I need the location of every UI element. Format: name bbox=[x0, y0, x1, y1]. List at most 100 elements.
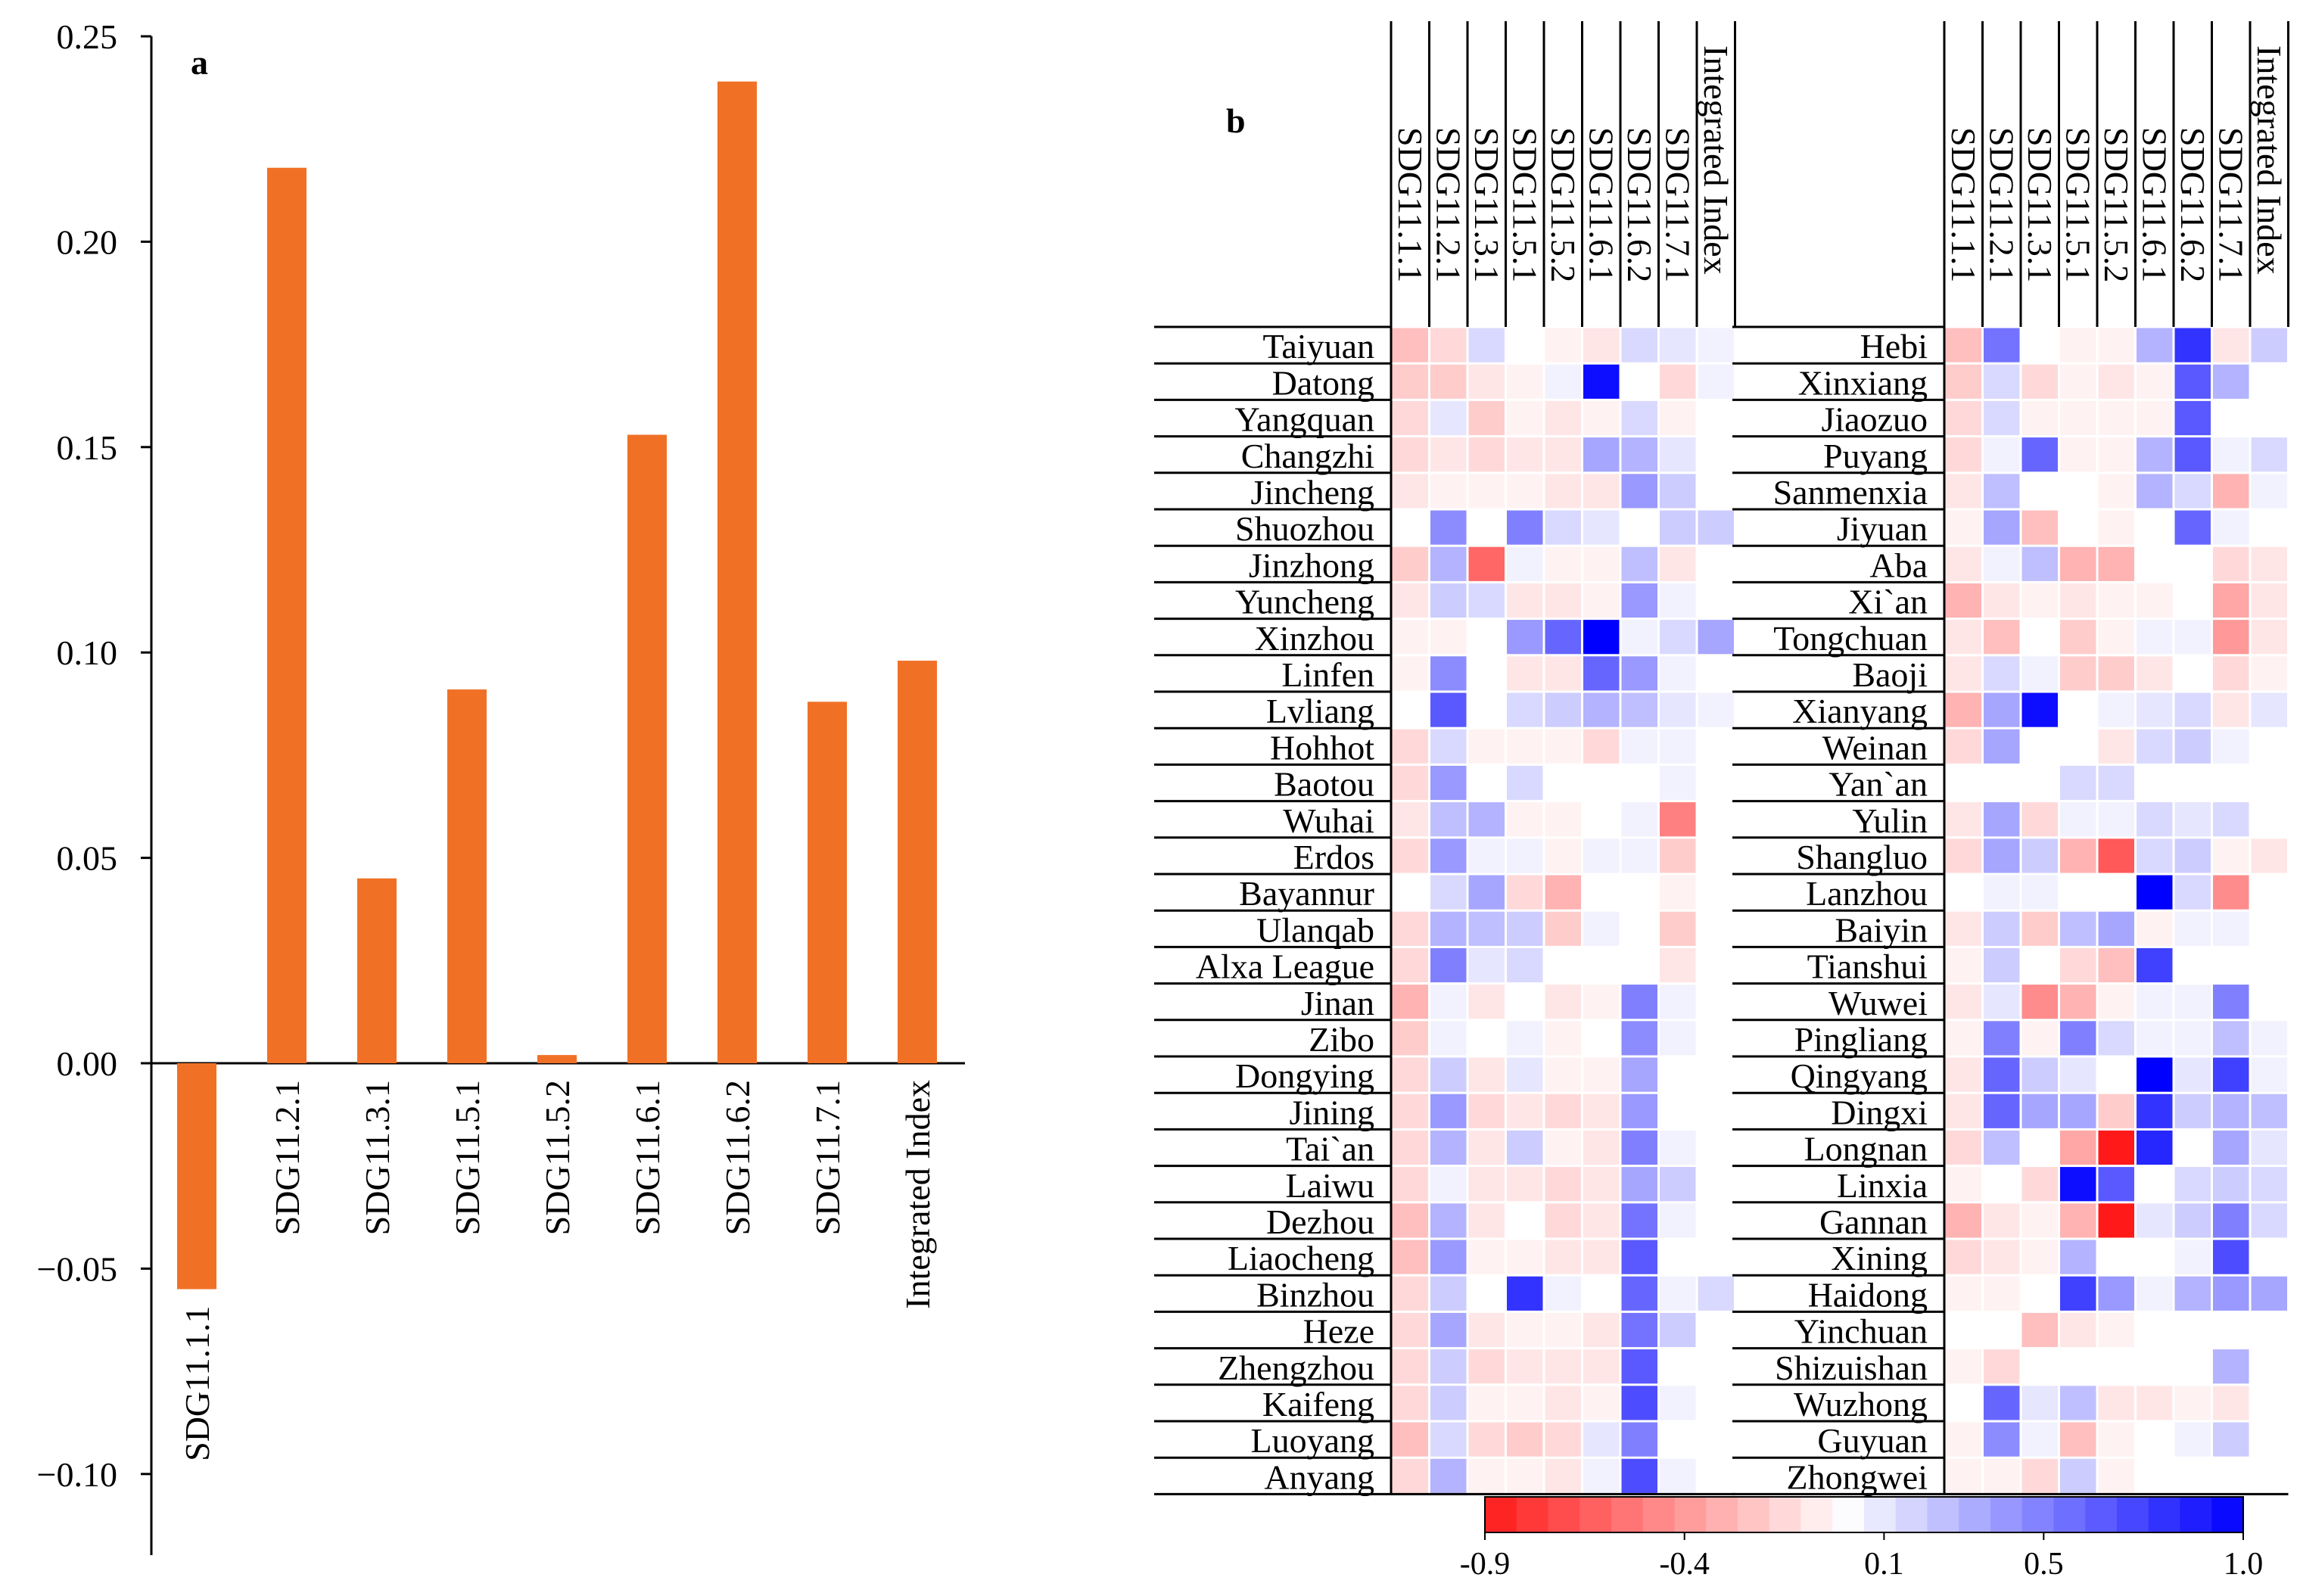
heatmap-cell bbox=[1392, 583, 1428, 618]
heatmap-cell bbox=[1984, 838, 2020, 873]
heatmap-cell bbox=[2174, 692, 2211, 727]
heatmap-cell bbox=[2098, 1021, 2134, 1056]
column-label: SDG11.3.1 bbox=[2021, 127, 2059, 282]
heatmap-cell bbox=[1660, 875, 1696, 910]
heatmap-cell bbox=[1660, 364, 1696, 399]
heatmap-cell bbox=[2021, 1276, 2058, 1311]
y-tick-label: 0.05 bbox=[57, 839, 118, 878]
heatmap-cell bbox=[1621, 692, 1657, 727]
heatmap-cell bbox=[1583, 875, 1620, 910]
heatmap-cell bbox=[2213, 1422, 2249, 1457]
y-tick-label: 0.15 bbox=[57, 428, 118, 467]
colorbar-swatch bbox=[1485, 1497, 1517, 1532]
colorbar-swatch bbox=[1706, 1497, 1738, 1532]
heatmap-cell bbox=[2213, 1167, 2249, 1202]
x-tick-label: SDG11.3.1 bbox=[358, 1080, 397, 1235]
column-label: SDG11.1.1 bbox=[1944, 127, 1983, 282]
heatmap-cell bbox=[1430, 1240, 1467, 1274]
heatmap-cell bbox=[2174, 1057, 2211, 1092]
heatmap-cell bbox=[1945, 985, 1981, 1019]
heatmap-cell bbox=[1583, 1422, 1620, 1457]
heatmap-cell bbox=[2060, 1130, 2096, 1165]
heatmap-cell bbox=[1945, 1167, 1981, 1202]
heatmap-cell bbox=[1507, 1167, 1543, 1202]
row-label: Binzhou bbox=[1256, 1275, 1374, 1314]
heatmap-cell bbox=[1507, 692, 1543, 727]
heatmap-cell bbox=[2137, 838, 2173, 873]
heatmap-cell bbox=[2174, 400, 2211, 436]
heatmap-cell bbox=[1698, 1386, 1734, 1420]
heatmap-cell bbox=[1468, 1386, 1505, 1420]
heatmap-cell bbox=[1583, 364, 1620, 399]
heatmap-cell bbox=[1392, 1422, 1428, 1457]
heatmap-cell bbox=[2098, 911, 2134, 946]
heatmap-cell bbox=[1507, 1276, 1543, 1311]
heatmap-cell bbox=[1660, 802, 1696, 837]
row-label: Xining bbox=[1831, 1239, 1928, 1277]
heatmap-cell bbox=[2098, 546, 2134, 581]
heatmap-cell bbox=[1507, 1203, 1543, 1238]
heatmap-cell bbox=[2251, 1203, 2287, 1238]
heatmap-cell bbox=[1945, 1349, 1981, 1384]
heatmap-cell bbox=[1583, 838, 1620, 873]
heatmap-cell bbox=[1945, 1203, 1981, 1238]
heatmap-cell bbox=[2021, 692, 2058, 727]
panel-a-bar-chart: a −0.10 −0.05 0.00 0.05 0.10 0.15 0.20 0.25 SDG… bbox=[37, 17, 965, 1555]
heatmap-cell bbox=[2251, 1094, 2287, 1128]
heatmap-cell bbox=[1660, 911, 1696, 946]
heatmap-cell bbox=[1430, 985, 1467, 1019]
heatmap-cell bbox=[1698, 1094, 1734, 1128]
x-tick-label: SDG11.5.1 bbox=[448, 1080, 487, 1235]
heatmap-cell bbox=[2060, 911, 2096, 946]
column-label: SDG11.5.2 bbox=[2097, 127, 2136, 282]
heatmap-cell bbox=[1583, 328, 1620, 362]
heatmap-cell bbox=[2137, 1167, 2173, 1202]
heatmap-cell bbox=[1660, 1203, 1696, 1238]
heatmap-cell bbox=[2021, 620, 2058, 655]
heatmap-cell bbox=[2060, 692, 2096, 727]
row-label: Shangluo bbox=[1796, 838, 1928, 876]
heatmap-cell bbox=[1545, 437, 1581, 472]
heatmap-cell bbox=[1660, 692, 1696, 727]
heatmap-cell bbox=[2098, 947, 2134, 983]
heatmap-cell bbox=[1468, 510, 1505, 545]
heatmap-cell bbox=[1545, 1094, 1581, 1128]
heatmap-cell bbox=[2060, 838, 2096, 873]
heatmap-cell bbox=[2098, 400, 2134, 436]
heatmap-cell bbox=[1660, 1057, 1696, 1092]
heatmap-cell bbox=[1621, 729, 1657, 764]
heatmap-cell bbox=[1468, 1057, 1505, 1092]
heatmap-cell bbox=[1984, 1057, 2020, 1092]
heatmap-cell bbox=[1430, 474, 1467, 509]
heatmap-cell bbox=[1621, 1057, 1657, 1092]
heatmap-cell bbox=[1430, 1094, 1467, 1128]
heatmap-cell bbox=[2251, 765, 2287, 801]
heatmap-cell bbox=[1507, 985, 1543, 1019]
row-label: Zhongwei bbox=[1786, 1458, 1928, 1496]
heatmap-cell bbox=[1945, 1386, 1981, 1420]
heatmap-cell bbox=[1583, 1240, 1620, 1274]
heatmap-cell bbox=[1660, 1422, 1696, 1457]
heatmap-cell bbox=[1583, 474, 1620, 509]
heatmap-cell bbox=[1468, 546, 1505, 581]
column-label: SDG11.6.1 bbox=[2136, 127, 2174, 282]
heatmap-cell bbox=[2021, 1349, 2058, 1384]
heatmap-cell bbox=[1698, 1422, 1734, 1457]
heatmap-cell bbox=[2251, 1276, 2287, 1311]
heatmap-cell bbox=[2060, 656, 2096, 691]
panel-b-label: b bbox=[1226, 101, 1246, 140]
heatmap-cell bbox=[2213, 1349, 2249, 1384]
heatmap-cell bbox=[1468, 1349, 1505, 1384]
heatmap-cell bbox=[2213, 1276, 2249, 1311]
heatmap-cell bbox=[1621, 765, 1657, 801]
heatmap-cell bbox=[2251, 1057, 2287, 1092]
heatmap-cell bbox=[1583, 1167, 1620, 1202]
heatmap-cell bbox=[1545, 1021, 1581, 1056]
row-label: Wuzhong bbox=[1794, 1385, 1928, 1423]
column-label: SDG11.2.1 bbox=[1430, 127, 1468, 282]
heatmap-cell bbox=[2098, 1130, 2134, 1165]
heatmap-cell bbox=[2137, 802, 2173, 837]
heatmap-cell bbox=[1507, 802, 1543, 837]
y-axis-ticks: −0.10 −0.05 0.00 0.05 0.10 0.15 0.20 0.25 bbox=[37, 17, 151, 1494]
row-label: Yulin bbox=[1852, 801, 1928, 840]
